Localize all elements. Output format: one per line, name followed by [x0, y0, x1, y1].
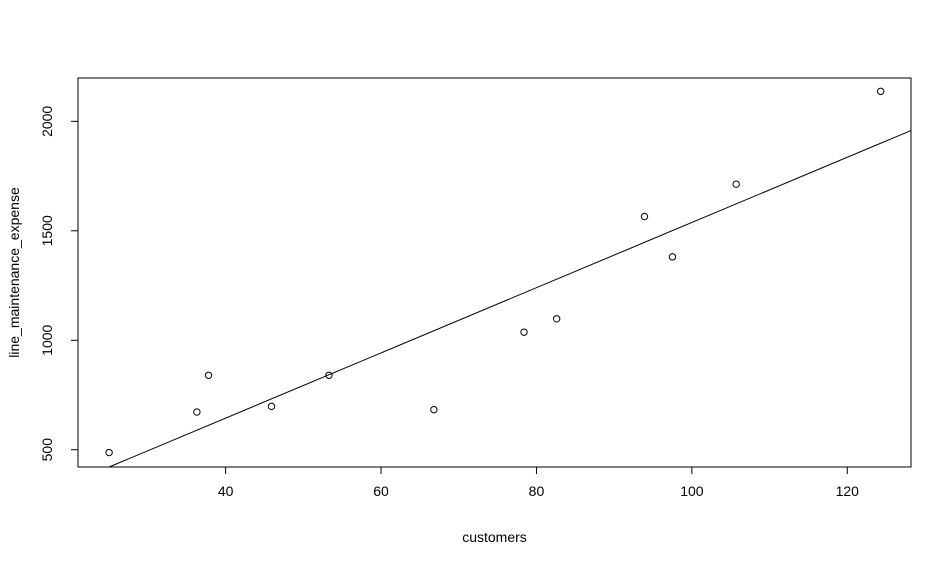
y-tick-label: 1000 [39, 324, 55, 355]
data-point [876, 87, 885, 96]
plot-area [105, 87, 912, 468]
data-point [668, 253, 677, 261]
y-tick-label: 500 [39, 438, 55, 462]
x-axis: 40 60 80 100 120 [218, 466, 860, 499]
data-point [552, 315, 561, 323]
y-tick-label: 2000 [39, 106, 55, 137]
plot-frame [77, 77, 912, 468]
data-point [325, 371, 333, 379]
x-tick-label: 40 [218, 483, 234, 499]
data-point [640, 212, 649, 221]
regression-line [108, 130, 912, 468]
x-tick-label: 120 [836, 483, 860, 499]
x-tick-label: 80 [529, 483, 545, 499]
x-tick-label: 100 [680, 483, 704, 499]
data-point [105, 448, 113, 457]
y-axis-label: line_maintenance_expense [6, 187, 22, 358]
x-tick-label: 60 [373, 483, 389, 499]
y-axis: 500 1000 1500 2000 [39, 106, 79, 462]
data-point [204, 371, 213, 379]
data-point [267, 402, 276, 411]
y-tick-label: 1500 [39, 215, 55, 246]
data-point [193, 408, 201, 416]
data-point [732, 180, 740, 188]
x-axis-label: customers [462, 529, 527, 545]
data-point [430, 405, 438, 414]
data-point [520, 328, 528, 336]
